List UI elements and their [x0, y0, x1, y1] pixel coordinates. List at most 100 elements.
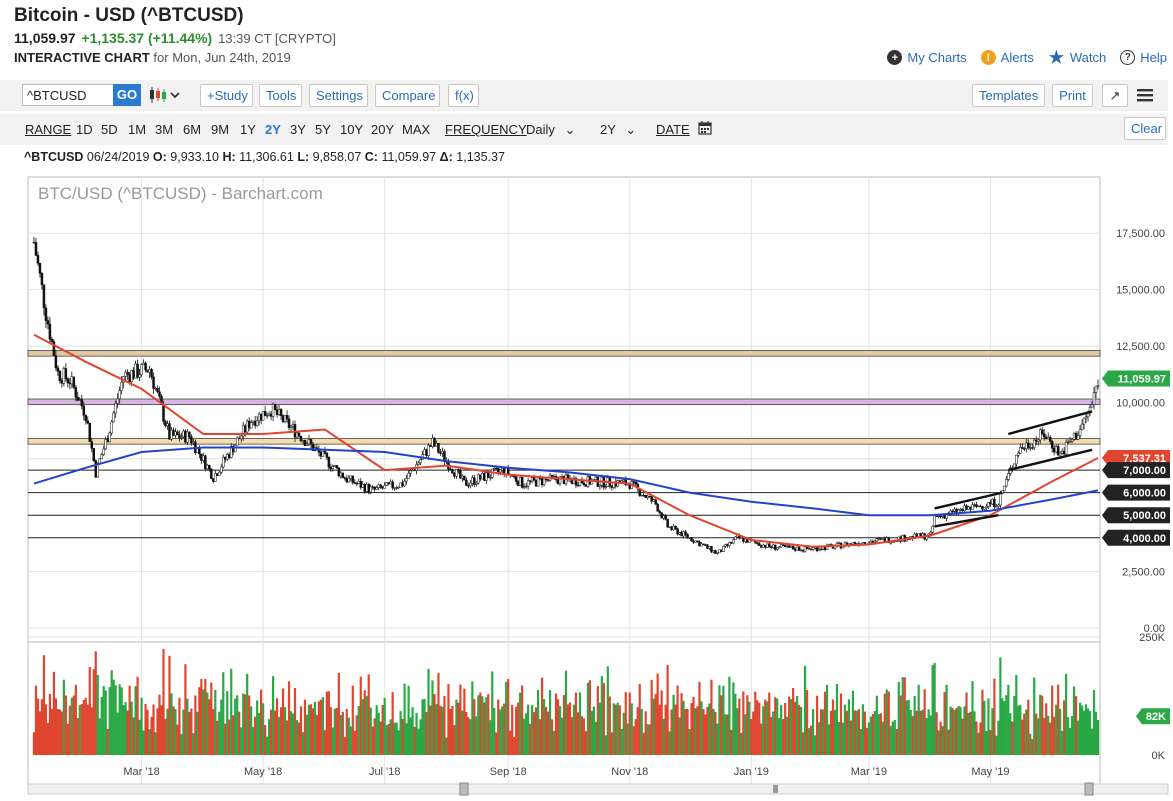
- navigator-handle-right: [1084, 782, 1094, 796]
- chart-svg[interactable]: Mar '18 May '18 Jul '18 Sep '18 Nov '18 Jan '…: [0, 172, 1173, 796]
- volume-bar: [1053, 716, 1056, 755]
- volume-bar: [941, 726, 944, 755]
- candle-body: [732, 539, 735, 544]
- alerts-link[interactable]: ! Alerts: [980, 50, 1034, 65]
- y-tick-label: 0.00: [1144, 623, 1165, 635]
- volume-bar: [588, 680, 592, 755]
- volume-bar: [323, 730, 326, 755]
- print-button[interactable]: Print: [1052, 84, 1093, 107]
- resistance-zone: [27, 398, 1101, 406]
- volume-bar: [240, 727, 243, 755]
- watch-link[interactable]: ★ Watch: [1048, 48, 1107, 67]
- volume-bar: [373, 718, 376, 755]
- volume-bar: [634, 719, 637, 755]
- volume-bar: [281, 688, 285, 755]
- candle-body: [457, 469, 460, 472]
- candle-body: [40, 273, 44, 286]
- candle-body: [331, 466, 335, 469]
- volume-bar: [704, 714, 707, 755]
- volume-bar: [411, 707, 414, 755]
- candle-body: [172, 429, 175, 436]
- symbol-input[interactable]: [22, 84, 114, 106]
- range-5y[interactable]: 5Y: [315, 122, 331, 137]
- candle-body: [257, 413, 261, 422]
- go-button[interactable]: GO: [113, 84, 141, 106]
- volume-bar: [809, 725, 813, 755]
- range-9m[interactable]: 9M: [211, 122, 230, 137]
- alert-icon: !: [980, 50, 996, 65]
- range-20y[interactable]: 20Y: [371, 122, 395, 137]
- volume-bar: [536, 690, 540, 755]
- volume-bar: [857, 709, 860, 755]
- volume-bar: [96, 675, 99, 755]
- range-3m[interactable]: 3M: [155, 122, 174, 137]
- candle-body: [1023, 448, 1026, 450]
- range-1d[interactable]: 1D: [76, 122, 93, 137]
- watch-label: Watch: [1069, 50, 1107, 65]
- candle-body: [985, 506, 988, 509]
- candle-body: [815, 547, 819, 552]
- calendar-icon[interactable]: [698, 121, 712, 135]
- period-dropdown[interactable]: 2Y ⌄: [600, 122, 636, 138]
- chart-type-dropdown[interactable]: [148, 86, 182, 104]
- volume-bar: [714, 711, 717, 755]
- range-10y[interactable]: 10Y: [340, 122, 364, 137]
- settings-button[interactable]: Settings: [309, 84, 368, 107]
- range-3y[interactable]: 3Y: [290, 122, 306, 137]
- ohlc-delta: 1,135.37: [456, 150, 505, 164]
- candle-body: [1062, 450, 1066, 455]
- candle-body: [216, 473, 219, 476]
- candle-body: [670, 526, 673, 530]
- candle-body: [94, 460, 97, 478]
- volume-bar: [552, 730, 556, 755]
- trend-line: [934, 491, 1003, 510]
- navigator-track: [27, 783, 1169, 795]
- study-button[interactable]: +Study: [200, 84, 253, 107]
- candle-body: [68, 382, 72, 385]
- fx-button[interactable]: f(x): [448, 84, 479, 107]
- candle-body: [674, 525, 677, 529]
- volume-bar: [999, 657, 1002, 755]
- volume-bar: [214, 689, 217, 755]
- hamburger-menu-icon[interactable]: [1137, 88, 1153, 102]
- tools-button[interactable]: Tools: [259, 84, 302, 107]
- range-1m[interactable]: 1M: [128, 122, 147, 137]
- templates-button[interactable]: Templates: [972, 84, 1045, 107]
- clear-button[interactable]: Clear: [1124, 117, 1166, 140]
- volume-bar: [967, 712, 970, 755]
- candle-body: [188, 431, 191, 437]
- volume-bar: [1094, 711, 1098, 755]
- expand-icon[interactable]: ↗: [1102, 84, 1128, 107]
- volume-bar: [646, 724, 649, 755]
- my-charts-label: My Charts: [907, 50, 967, 65]
- candle-body: [46, 320, 50, 325]
- range-5d[interactable]: 5D: [101, 122, 118, 137]
- volume-bar: [427, 668, 430, 755]
- volume-bar: [618, 705, 621, 755]
- volume-bar: [32, 732, 36, 755]
- candle-body: [174, 431, 177, 436]
- range-1y[interactable]: 1Y: [240, 122, 256, 137]
- price-badge-shape: [1102, 529, 1170, 546]
- y-tick-label: 15,000.00: [1116, 285, 1165, 297]
- price-chart[interactable]: Mar '18 May '18 Jul '18 Sep '18 Nov '18 Jan '…: [0, 172, 1173, 796]
- range-2y[interactable]: 2Y: [265, 122, 281, 137]
- volume-bar: [612, 703, 615, 755]
- range-6m[interactable]: 6M: [183, 122, 202, 137]
- candle-body: [62, 368, 66, 384]
- volume-bar: [98, 718, 101, 755]
- price-badge: 6,000.00: [1102, 484, 1170, 501]
- volume-bar: [174, 709, 177, 755]
- volume-bar: [397, 730, 400, 755]
- help-link[interactable]: ? Help: [1120, 50, 1167, 65]
- volume-bar: [951, 708, 954, 755]
- candle-body: [281, 415, 285, 422]
- range-max[interactable]: MAX: [402, 122, 431, 137]
- date-label[interactable]: DATE: [656, 122, 690, 137]
- candle-body: [540, 478, 544, 485]
- volume-bar: [957, 706, 960, 755]
- frequency-dropdown[interactable]: Daily ⌄: [526, 122, 575, 138]
- my-charts-link[interactable]: + My Charts: [887, 50, 967, 65]
- compare-button[interactable]: Compare: [375, 84, 440, 107]
- candle-body: [526, 480, 530, 487]
